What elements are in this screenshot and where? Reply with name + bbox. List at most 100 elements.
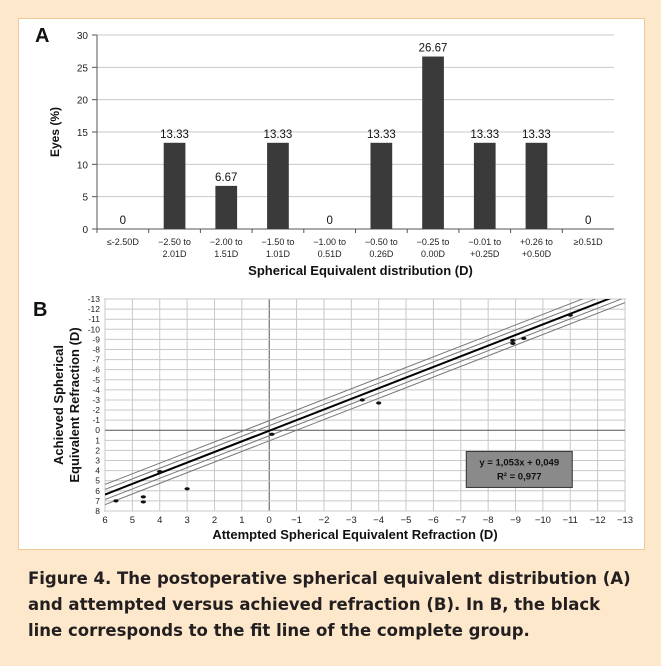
bar-data-label: 0	[585, 215, 591, 227]
x-tick-label: −1.50 to	[262, 237, 295, 247]
y-tick-label: -7	[92, 355, 100, 365]
x-tick-label: −9	[510, 515, 521, 526]
x-tick-label: 2	[212, 515, 217, 526]
data-point	[157, 470, 163, 474]
y-tick-label: -9	[92, 334, 100, 344]
figure-panel: A B 0 5 10 15 20 25 30 Eyes (%) 0 ≤-2.50D 13.33 −2.…	[18, 18, 645, 550]
bar-data-label: 13.33	[367, 129, 396, 141]
bar	[267, 142, 289, 229]
bar	[473, 142, 496, 229]
y-tick-label: -11	[88, 314, 100, 324]
x-tick-label: 4	[157, 515, 162, 526]
r-squared-text: R² = 0,977	[497, 471, 542, 482]
x-tick-label: −7	[455, 515, 466, 526]
y-tick-label: -1	[92, 415, 100, 425]
scatter-attempted-vs-achieved: 6 5 4 3 2 1 0 −1 −2 −3 −4 −5 −6 −7 −8 −9 −10 −11 −12 −13-13…	[51, 294, 633, 542]
data-point	[269, 432, 275, 436]
confidence-band-line	[105, 299, 584, 485]
data-point	[510, 341, 516, 346]
x-tick-label: 0.51D	[318, 249, 343, 259]
x-tick-label: −2.50 to	[158, 237, 191, 247]
bar	[422, 56, 444, 230]
x-tick-label: ≥0.51D	[574, 237, 603, 247]
figure-caption: Figure 4. The postoperative spherical eq…	[28, 569, 631, 640]
bar	[370, 142, 393, 229]
y-tick-label: 0	[82, 225, 88, 236]
x-tick-label: +0.26 to	[520, 237, 553, 247]
x-tick-label: −5	[401, 515, 412, 526]
x-tick-label: −1.00 to	[313, 237, 346, 247]
x-tick-label: −13	[617, 515, 633, 526]
panel-b-letter: B	[33, 299, 48, 321]
y-tick-label: 25	[77, 63, 89, 74]
y-tick-label: 0	[95, 425, 100, 435]
bar-data-label: 13.33	[264, 129, 293, 141]
data-point	[113, 499, 119, 503]
x-tick-label: 0	[267, 515, 272, 526]
data-point	[184, 487, 190, 491]
y-tick-label: 4	[95, 466, 100, 476]
data-point	[359, 398, 365, 402]
bar	[525, 142, 548, 229]
confidence-band-line	[105, 302, 625, 506]
y-tick-label: -10	[88, 324, 101, 334]
equation-text: y = 1,053x + 0,049	[479, 457, 559, 468]
y-tick-label: -13	[88, 294, 101, 304]
data-point	[521, 336, 527, 340]
y-tick-label: 30	[77, 31, 89, 42]
x-tick-label: −0.50 to	[365, 237, 398, 247]
bar-data-label: 0	[120, 215, 126, 227]
y-axis-title-line1: Achieved Spherical	[51, 345, 66, 465]
panel-a-letter: A	[35, 25, 50, 47]
y-tick-label: 2	[95, 445, 100, 455]
y-tick-label: -3	[92, 395, 100, 405]
bar-data-label: 0	[326, 215, 332, 227]
fit-line	[105, 299, 612, 496]
x-tick-label: −11	[563, 515, 578, 526]
y-axis-title-line2: Equivalent Refraction (D)	[67, 327, 82, 482]
data-point	[567, 313, 573, 317]
equation-box	[465, 450, 573, 488]
confidence-band-line	[105, 299, 597, 490]
bar	[215, 185, 238, 229]
bar	[163, 142, 186, 229]
y-tick-label: -6	[92, 365, 100, 375]
x-tick-label: −2	[319, 515, 330, 526]
x-tick-label: 2.01D	[163, 249, 188, 259]
y-tick-label: 15	[77, 128, 89, 139]
y-axis-title: Eyes (%)	[48, 107, 62, 157]
x-tick-label: −2.00 to	[210, 237, 243, 247]
x-tick-label: +0.25D	[470, 249, 500, 259]
x-tick-label: −12	[590, 515, 606, 526]
fit-lines	[105, 299, 625, 506]
x-tick-label: −6	[428, 515, 439, 526]
x-tick-label: −10	[535, 515, 551, 526]
data-point	[510, 338, 516, 342]
bar-data-label: 6.67	[215, 172, 237, 184]
x-tick-label: 1.01D	[266, 249, 291, 259]
x-axis-title: Spherical Equivalent distribution (D)	[248, 263, 473, 278]
bar-data-label: 26.67	[419, 43, 448, 55]
x-tick-label: −0.25 to	[417, 237, 450, 247]
y-tick-label: -8	[92, 344, 100, 354]
y-tick-label: -12	[88, 304, 101, 314]
y-tick-label: -5	[92, 375, 100, 385]
data-point	[376, 401, 382, 405]
x-tick-label: ≤-2.50D	[107, 237, 139, 247]
x-tick-label: 1	[239, 515, 244, 526]
data-point	[140, 495, 146, 499]
y-tick-label: 20	[77, 96, 89, 107]
x-tick-label: 3	[184, 515, 189, 526]
y-tick-label: 7	[95, 496, 100, 506]
y-tick-label: 5	[95, 476, 100, 486]
y-tick-label: 10	[77, 160, 89, 171]
bar-data-label: 13.33	[160, 129, 189, 141]
x-tick-label: −1	[291, 515, 302, 526]
x-tick-label: −0.01 to	[468, 237, 501, 247]
y-tick-label: 3	[95, 456, 100, 466]
x-tick-label: 1.51D	[214, 249, 239, 259]
y-tick-label: -2	[92, 405, 100, 415]
y-tick-label: 8	[95, 506, 100, 516]
x-tick-label: 6	[102, 515, 107, 526]
x-axis-title: Attempted Spherical Equivalent Refractio…	[212, 527, 497, 542]
